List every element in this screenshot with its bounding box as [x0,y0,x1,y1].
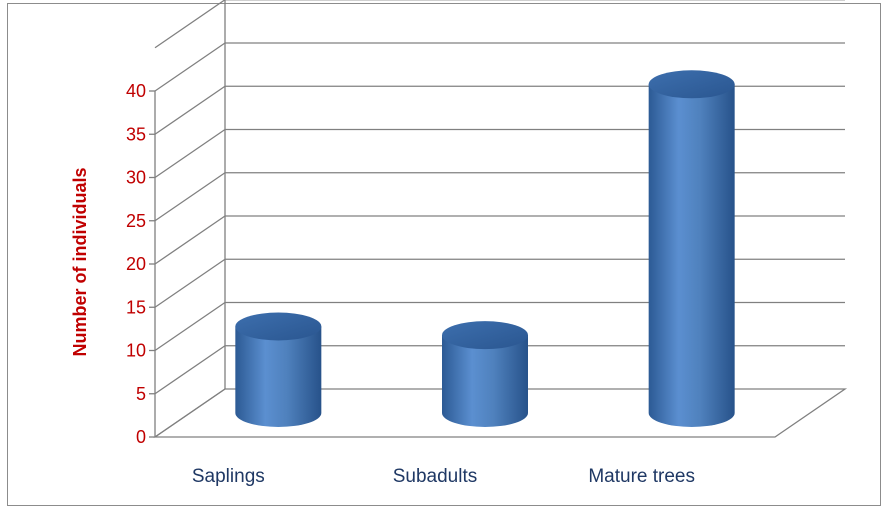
gridline-side [154,215,226,265]
bar-top [442,321,528,350]
bar-subadults [442,321,528,427]
x-tick-label: Subadults [393,466,478,487]
bar-body [648,84,735,428]
y-tick-label: 15 [126,297,146,317]
y-tick-label: 5 [136,384,146,404]
y-tick-label: 40 [126,81,146,101]
gridline-side [154,301,226,352]
gridline-side [154,172,226,222]
floor [152,388,848,438]
axis-labels: 0 5 10 15 20 25 30 35 40 Saplings Subadults Mature … [126,81,695,487]
gridline-side [154,345,226,395]
bars [235,70,735,428]
y-tick-label: 30 [126,168,146,188]
gridline-side [154,128,226,179]
bar-saplings [235,312,322,427]
gridline-side [154,42,226,92]
gridline-side [154,85,226,135]
gridlines [149,0,848,438]
bar-top [235,312,322,341]
y-axis-title: Number of individuals [70,167,90,356]
y-tick-label: 35 [126,124,146,144]
bar-mature-trees [648,70,735,428]
gridline-side [154,0,226,49]
gridline-side [154,258,226,308]
y-tick-label: 0 [136,427,146,447]
x-tick-label: Mature trees [588,466,695,487]
bar-body [442,335,528,427]
bar-top [648,70,735,99]
y-tick-label: 20 [126,254,146,274]
y-tick-label: 25 [126,211,146,231]
bar-body [235,326,322,427]
x-tick-label: Saplings [192,466,265,487]
y-tick-label: 10 [126,341,146,361]
